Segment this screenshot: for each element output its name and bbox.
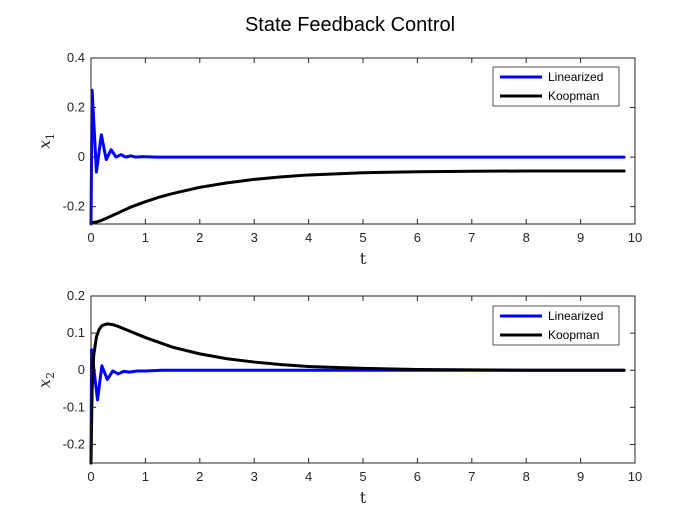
y-tick-label: 0 [78, 149, 85, 164]
ticks: 0 1 2 3 4 5 6 7 8 9 10 -0.2 -0.1 0 0.1 0.2 [63, 288, 643, 484]
y-tick-label: 0 [78, 362, 85, 377]
subplot-x2: 0 1 2 3 4 5 6 7 8 9 10-0.2-0.100.10.2 t x2 Lineari… [35, 288, 642, 507]
x-tick-label: 2 [196, 469, 203, 484]
y-axis-label-sub: 1 [44, 133, 57, 140]
y-axis-label-sub: 2 [44, 372, 57, 379]
legend: Linearized Koopman [492, 305, 620, 346]
y-axis-label-main: x [35, 140, 54, 149]
series-line-linearized [89, 88, 626, 226]
x-axis-label: t [360, 249, 367, 268]
legend: Linearized Koopman [492, 66, 620, 107]
x-tick-label: 5 [359, 230, 366, 245]
subplot-x1: 0 1 2 3 4 5 6 7 8 9 10-0.200.20.4 t x1 Linearized … [35, 50, 642, 268]
data-lines [89, 88, 626, 226]
x-tick-label: 10 [628, 469, 642, 484]
x-axis-label: t [360, 488, 367, 507]
x-tick-label: 1 [142, 469, 149, 484]
x-tick-label: 1 [142, 230, 149, 245]
legend-entry-koopman: Koopman [548, 89, 599, 103]
x-tick-label: 0 [87, 469, 94, 484]
y-tick-label: 0.1 [67, 325, 85, 340]
y-axis-label-main: x [35, 379, 54, 388]
x-tick-label: 8 [523, 469, 530, 484]
x-tick-label: 6 [414, 469, 421, 484]
x-tick-label: 3 [251, 230, 258, 245]
x-tick-label: 8 [523, 230, 530, 245]
x-tick-label: 5 [359, 469, 366, 484]
legend-entry-linearized: Linearized [548, 309, 603, 323]
x-tick-label: 7 [468, 230, 475, 245]
y-axis-label: x1 [35, 133, 57, 149]
y-tick-label: -0.1 [63, 399, 85, 414]
y-axis-label: x2 [35, 372, 57, 388]
series-line-koopman [89, 169, 626, 225]
legend-entry-koopman: Koopman [548, 328, 599, 342]
x-tick-label: 10 [628, 230, 642, 245]
series-line-koopman [89, 322, 626, 465]
x-tick-label: 7 [468, 469, 475, 484]
axes-box [90, 295, 636, 464]
y-tick-label: -0.2 [63, 436, 85, 451]
y-tick-label: 0.4 [67, 50, 85, 65]
legend-box [492, 305, 620, 346]
x-tick-label: 6 [414, 230, 421, 245]
legend-box [492, 66, 620, 107]
y-tick-label: 0.2 [67, 100, 85, 115]
x-tick-label: 9 [577, 469, 584, 484]
x-tick-label: 9 [577, 230, 584, 245]
legend-entry-linearized: Linearized [548, 70, 603, 84]
y-tick-label: -0.2 [63, 199, 85, 214]
data-lines [89, 322, 626, 465]
figure-title: State Feedback Control [245, 14, 455, 36]
x-tick-label: 2 [196, 230, 203, 245]
ticks: 0 1 2 3 4 5 6 7 8 9 10 -0.2 0 0.2 0.4 [63, 50, 643, 245]
x-tick-label: 3 [251, 469, 258, 484]
axes-box [90, 57, 636, 225]
y-tick-label: 0.2 [67, 288, 85, 303]
x-tick-label: 4 [305, 230, 312, 245]
x-tick-label: 4 [305, 469, 312, 484]
x-tick-label: 0 [87, 230, 94, 245]
